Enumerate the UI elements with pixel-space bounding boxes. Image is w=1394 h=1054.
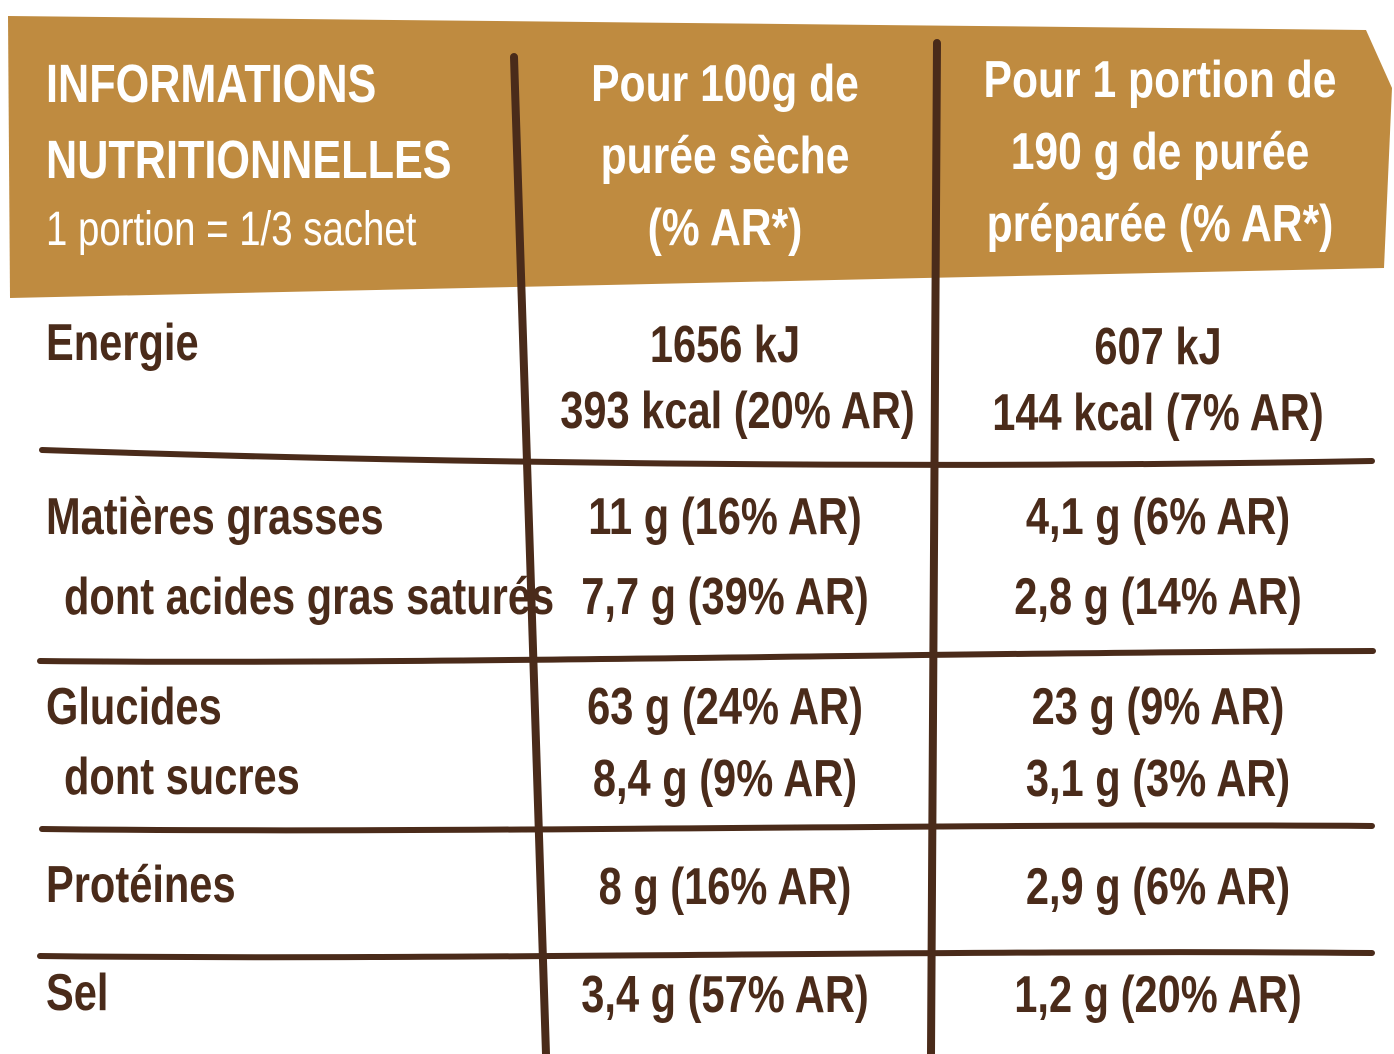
- sucres-portion: 3,1 g (3% AR): [1025, 750, 1291, 808]
- column-header-per-portion-line3: préparée (% AR*): [986, 195, 1334, 253]
- column-header-per-portion-line1: Pour 1 portion de: [983, 51, 1337, 109]
- column-divider-1: [510, 53, 550, 1054]
- matieres-grasses-per100: 11 g (16% AR): [588, 488, 862, 546]
- glucides-portion: 23 g (9% AR): [1031, 678, 1285, 736]
- row-label-energie: Energie: [46, 314, 199, 372]
- panel-title: INFORMATIONS NUTRITIONNELLES: [46, 46, 452, 198]
- sel-per100: 3,4 g (57% AR): [581, 966, 869, 1024]
- column-header-per-100g-line2: purée sèche: [600, 127, 850, 185]
- panel-subtitle: 1 portion = 1/3 sachet: [46, 203, 417, 256]
- row-divider-matieres-grasses: [37, 648, 1376, 665]
- column-header-per-100g-line1: Pour 100g de: [591, 55, 859, 113]
- sel-portion: 1,2 g (20% AR): [1014, 966, 1302, 1024]
- glucides-per100: 63 g (24% AR): [587, 678, 863, 736]
- row-label-matieres-grasses: Matières grasses: [46, 488, 384, 546]
- column-header-per-100g-line3: (% AR*): [647, 199, 803, 257]
- acides-gras-satures-per100: 7,7 g (39% AR): [581, 568, 869, 626]
- acides-gras-satures-portion: 2,8 g (14% AR): [1014, 568, 1302, 626]
- column-divider-2: [927, 39, 941, 1054]
- energie-per100-kcal: 393 kcal (20% AR): [560, 382, 915, 440]
- energie-portion-kcal: 144 kcal (7% AR): [992, 384, 1324, 442]
- energie-per100-kj: 1656 kJ: [649, 316, 801, 374]
- column-header-per-portion-line2: 190 g de purée: [1010, 123, 1310, 181]
- row-label-glucides: Glucides: [46, 678, 222, 736]
- row-label-sel: Sel: [46, 964, 109, 1022]
- row-divider-glucides: [39, 822, 1375, 834]
- sucres-per100: 8,4 g (9% AR): [592, 750, 858, 808]
- row-energie-per100: 1656 kJ 393 kcal (20% AR): [560, 312, 915, 444]
- panel-title-line1: INFORMATIONS: [46, 54, 377, 114]
- proteines-portion: 2,9 g (6% AR): [1025, 858, 1291, 916]
- proteines-per100: 8 g (16% AR): [598, 858, 852, 916]
- row-label-sucres: dont sucres: [64, 748, 300, 806]
- row-label-proteines: Protéines: [46, 856, 236, 914]
- row-label-acides-gras-satures: dont acides gras saturés: [64, 568, 555, 626]
- panel-title-line2: NUTRITIONNELLES: [46, 130, 452, 190]
- row-divider-proteines: [37, 949, 1375, 961]
- column-header-per-portion: Pour 1 portion de 190 g de purée préparé…: [981, 44, 1339, 260]
- column-header-per-100g: Pour 100g de purée sèche (% AR*): [556, 48, 894, 264]
- header-band: [8, 16, 1392, 298]
- row-divider-energie: [39, 447, 1375, 468]
- energie-portion-kj: 607 kJ: [1094, 318, 1222, 376]
- row-energie-portion: 607 kJ 144 kcal (7% AR): [984, 314, 1333, 446]
- matieres-grasses-portion: 4,1 g (6% AR): [1025, 488, 1291, 546]
